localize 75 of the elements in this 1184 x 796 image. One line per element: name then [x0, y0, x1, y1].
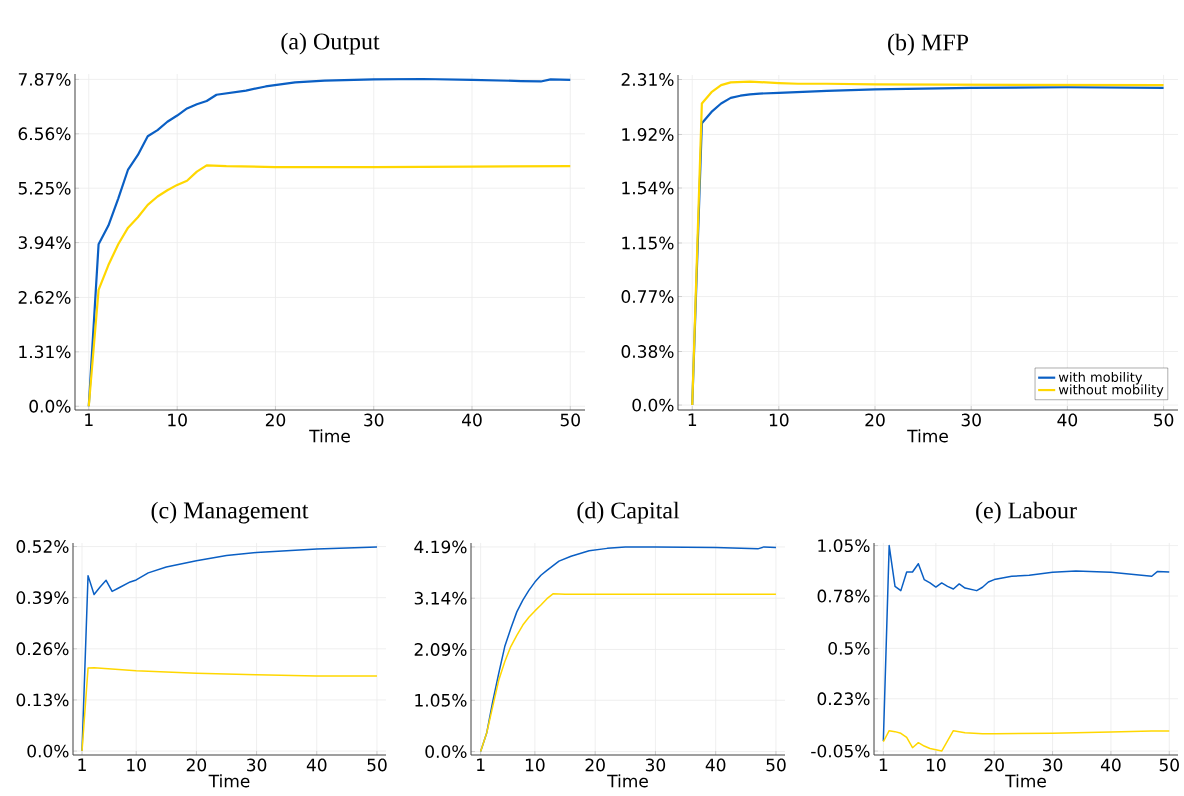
y-tick-label: 3.14% [414, 591, 467, 605]
y-tick-label: 0.5% [828, 641, 870, 655]
x-tick-label: 1 [688, 413, 697, 426]
chart-title: (a) Output [281, 32, 380, 55]
x-tick-label: 50 [766, 758, 786, 772]
y-tick-label: 0.39% [16, 591, 69, 605]
y-tick-label: 1.92% [622, 128, 674, 141]
x-tick-label: 20 [984, 758, 1004, 772]
x-tick-label: 40 [306, 758, 327, 772]
y-tick-label: 0.13% [16, 693, 69, 707]
x-axis-title: Time [1005, 774, 1046, 788]
x-tick-label: 50 [1154, 413, 1174, 427]
x-tick-label: 30 [364, 413, 384, 427]
x-tick-label: 1 [78, 758, 86, 771]
y-tick-label: 0.0% [425, 745, 467, 758]
y-tick-label: 7.87% [18, 72, 71, 86]
y-tick-label: 4.19% [414, 540, 467, 554]
x-tick-label: 1 [85, 413, 93, 426]
chart-title: (d) Capital [577, 501, 680, 524]
x-tick-label: 30 [961, 413, 981, 427]
line-series [87, 164, 572, 408]
line-series [882, 544, 1171, 742]
x-tick-label: 10 [168, 413, 187, 427]
x-tick-label: 1 [477, 758, 485, 771]
x-tick-label: 50 [1159, 758, 1179, 772]
y-tick-label: 1.54% [622, 181, 674, 195]
y-tick-label: 1.05% [415, 693, 467, 707]
y-tick-label: 0.26% [16, 642, 69, 656]
x-tick-label: 50 [367, 758, 387, 772]
x-axis-title: Time [907, 429, 948, 443]
y-tick-label: 2.09% [414, 643, 467, 656]
x-tick-label: 30 [247, 758, 267, 772]
x-axis-title: Time [309, 429, 350, 443]
x-tick-label: 20 [186, 758, 207, 772]
y-tick-label: 2.31% [621, 73, 674, 86]
x-tick-label: 40 [1057, 413, 1078, 427]
y-tick-label: 3.94% [18, 236, 71, 250]
y-tick-label: 0.0% [29, 399, 71, 413]
legend-label: without mobility [1058, 384, 1164, 397]
y-tick-label: 5.25% [18, 181, 71, 195]
x-tick-label: 20 [585, 758, 605, 772]
y-tick-label: 0.0% [27, 744, 69, 758]
legend-label: with mobility [1058, 371, 1143, 385]
y-tick-label: 0.23% [817, 692, 870, 706]
y-tick-label: 0.78% [817, 589, 870, 603]
x-tick-label: 10 [926, 758, 946, 772]
chart-title: (c) Management [151, 501, 309, 524]
x-tick-label: 40 [705, 758, 726, 772]
y-tick-label: 1.05% [818, 539, 870, 553]
line-series [81, 666, 378, 752]
x-tick-label: 20 [865, 413, 885, 427]
x-tick-label: 30 [1043, 758, 1063, 772]
x-axis-title: Time [607, 774, 648, 788]
x-tick-label: 30 [645, 758, 666, 772]
y-tick-label: 0.38% [621, 345, 674, 358]
y-tick-label: 1.15% [622, 236, 674, 250]
y-tick-label: 6.56% [18, 127, 71, 141]
x-tick-label: 50 [560, 413, 580, 427]
x-tick-label: 10 [525, 758, 545, 772]
x-tick-label: 10 [127, 758, 146, 772]
y-tick-label: 0.52% [16, 540, 69, 553]
line-series [882, 729, 1171, 752]
x-tick-label: 40 [462, 413, 482, 427]
x-tick-label: 1 [879, 758, 888, 771]
x-tick-label: 10 [769, 413, 789, 427]
y-tick-label: 2.62% [18, 291, 71, 304]
chart-title: (b) MFP [888, 33, 969, 56]
y-tick-label: -0.05% [811, 744, 870, 758]
x-tick-label: 40 [1100, 758, 1121, 772]
chart-title: (e) Labour [976, 501, 1077, 524]
x-axis-title: Time [208, 774, 250, 788]
x-tick-label: 20 [265, 413, 286, 427]
y-tick-label: 0.0% [632, 398, 674, 412]
y-tick-label: 1.31% [19, 345, 71, 359]
y-tick-label: 0.77% [621, 290, 674, 303]
